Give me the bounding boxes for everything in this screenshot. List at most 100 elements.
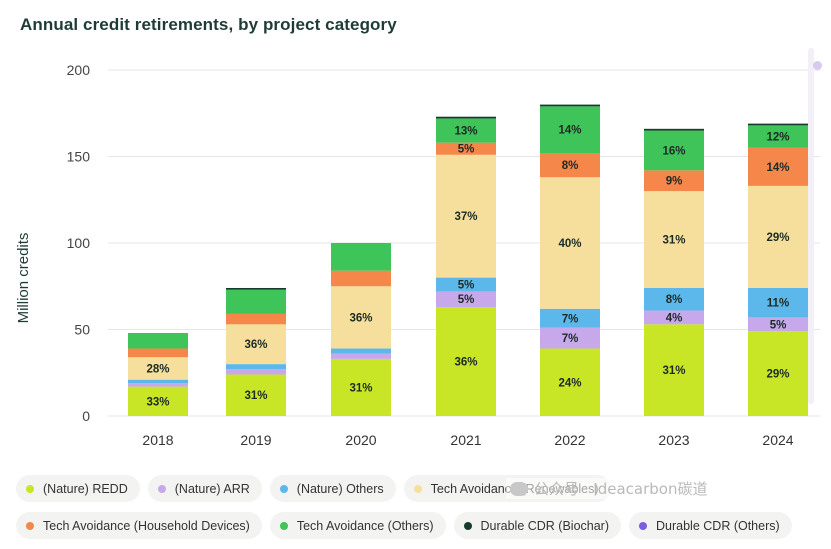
bar-segment [226,289,286,314]
data-label: 14% [558,125,581,137]
data-label: 8% [562,160,579,172]
bar-segment [436,118,496,143]
bar-segment [540,348,600,416]
legend-item[interactable]: (Nature) REDD [16,475,140,502]
bar-segment [436,142,496,155]
data-label: 13% [454,126,477,138]
legend-label: Durable CDR (Others) [656,518,780,533]
legend-label: Durable CDR (Biochar) [480,518,610,533]
x-tick-label: 2024 [762,432,793,448]
bar-segment [128,379,188,384]
legend-swatch [26,521,34,530]
bar-segment [128,348,188,358]
legend-item[interactable]: (Nature) ARR [147,475,262,502]
data-label: 14% [766,162,789,174]
data-label: 16% [662,145,685,157]
bar-segment [748,287,808,318]
watermark: 公众号 · Ideacarbon碳道 [506,478,712,499]
data-label: 31% [349,382,372,394]
legend-label: (Nature) Others [296,481,384,496]
legend-item[interactable]: Durable CDR (Biochar) [453,512,622,539]
data-label: 31% [662,235,685,247]
bar-segment [226,369,286,375]
bar-segment [540,104,600,107]
y-tick-label: 0 [82,408,90,424]
bar-segment [540,327,600,349]
legend-swatch [26,484,34,493]
data-label: 33% [146,396,169,408]
data-label: 29% [766,232,789,244]
bar-segment [644,130,704,171]
legend-row: Tech Avoidance (Household Devices) Tech A… [16,512,831,539]
data-label: 28% [146,363,169,375]
bar-segment [540,308,600,328]
data-label: 36% [454,357,477,369]
y-tick-label: 50 [74,322,90,338]
x-tick-label: 2021 [450,432,481,448]
data-label: 7% [562,333,579,345]
data-label: 24% [558,377,581,389]
y-tick-label: 100 [67,235,91,251]
y-axis-ticks: 0 50 100 150 200 [67,62,91,424]
wechat-icon [510,481,528,496]
data-label: 36% [349,312,372,324]
bar-segment [644,324,704,416]
y-axis-label: Million credits [15,233,32,324]
bar-segment [331,270,391,287]
bar-segment [226,287,286,290]
stacked-bar-chart: 0 50 100 150 200 Million credits 33% 28% 31% 36… [15,62,820,448]
legend-swatch [157,484,166,493]
bar-segment [128,332,188,349]
bar-segment [748,331,808,416]
legend-label: (Nature) ARR [174,481,250,496]
bar-segment [128,386,188,416]
data-label: 9% [666,176,683,188]
bar-segment [436,116,496,119]
bar-segment [331,286,391,349]
x-tick-label: 2022 [554,432,585,448]
bar-segment [331,353,391,359]
bar-segment [436,307,496,416]
data-label: 5% [458,280,475,292]
legend-item[interactable]: Durable CDR (Others) [629,512,792,539]
bar-segment [644,191,704,288]
legend-swatch [639,521,648,530]
bar-segment [644,310,704,325]
scrollbar-track[interactable] [808,48,814,404]
legend-label: Tech Avoidance (Household Devices) [43,518,250,533]
data-label: 5% [770,319,787,331]
legend-swatch [279,484,288,493]
bar-segment [226,313,286,325]
x-tick-label: 2019 [240,432,271,448]
data-label: 7% [562,313,579,325]
bar-segment [644,128,704,131]
x-tick-label: 2023 [658,432,689,448]
data-label: 37% [454,211,477,223]
bar-segment [331,243,391,271]
data-label: 36% [244,339,267,351]
legend-label: (Nature) REDD [43,481,128,496]
bar-segment [331,358,391,416]
legend-item[interactable]: Tech Avoidance (Household Devices) [16,512,262,539]
data-label: 31% [244,390,267,402]
legend-item[interactable]: (Nature) Others [269,475,396,502]
data-label: 8% [666,294,683,306]
bar-segment [436,154,496,278]
bar-segment [331,348,391,354]
bar-segment [128,383,188,387]
bar-segment [644,287,704,311]
data-label: 4% [666,312,683,324]
y-tick-label: 200 [67,62,91,78]
data-label: 5% [458,144,475,156]
bar-segment [748,147,808,186]
bar-segment [644,170,704,192]
legend-item[interactable]: Tech Avoidance (Others) [269,512,446,539]
x-axis-ticks: 2018 2019 2020 2021 2022 2023 2024 [142,432,793,448]
scrollbar-thumb[interactable] [813,61,822,70]
bar-segment [748,317,808,332]
chart-title: Annual credit retirements, by project ca… [20,15,397,34]
bar-segment [748,185,808,288]
bar-segment [436,277,496,292]
bar-segment [226,324,286,365]
legend-swatch [413,484,422,493]
